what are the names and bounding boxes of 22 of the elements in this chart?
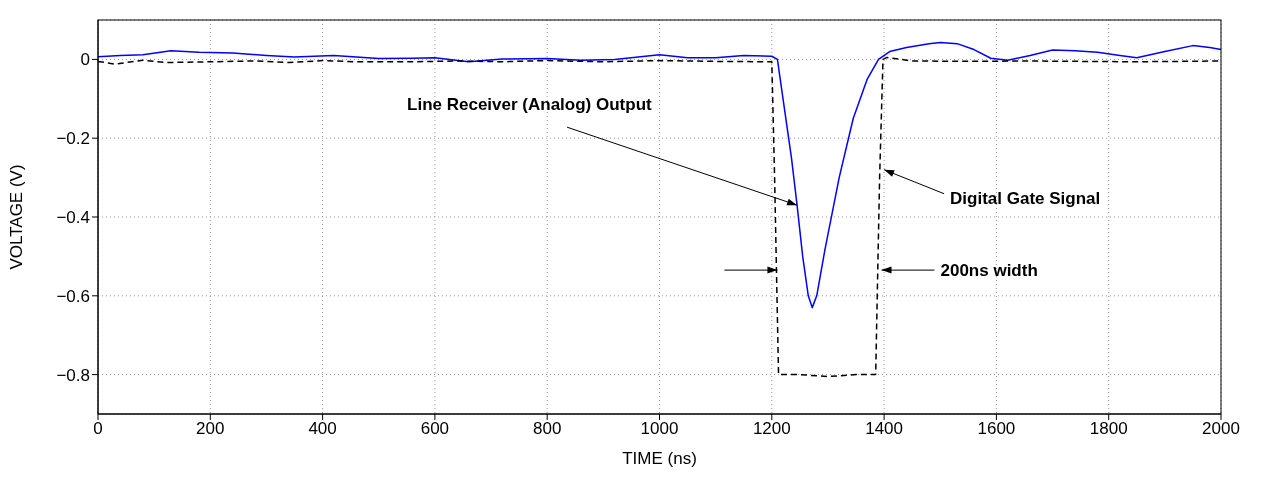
x-axis-title: TIME (ns): [622, 449, 697, 468]
y-tick-label: 0: [80, 50, 90, 70]
y-tick-label: −0.4: [56, 208, 90, 228]
x-tick-label: 1800: [1089, 419, 1128, 439]
annotation: 200ns width: [940, 261, 1038, 281]
y-tick-label: −0.8: [56, 365, 90, 385]
x-tick-label: 600: [420, 419, 450, 439]
line-series: [98, 41, 1221, 309]
x-tick-label: 2000: [1202, 419, 1240, 439]
y-axis-title: VOLTAGE (V): [7, 164, 27, 270]
x-tick-label: 1000: [640, 419, 679, 439]
annotation: Digital Gate Signal: [950, 188, 1101, 208]
x-tick-label: 200: [196, 419, 225, 439]
x-tick-label: 1600: [977, 419, 1016, 439]
x-tick-label: 400: [308, 419, 337, 439]
annotation: Line Receiver (Analog) Output: [407, 95, 653, 115]
x-tick-label: 1200: [752, 419, 791, 439]
x-tick-label: 0: [93, 419, 103, 439]
x-tick-label: 1400: [865, 419, 904, 439]
x-tick-label: 800: [533, 419, 562, 439]
y-tick-label: −0.2: [56, 129, 90, 149]
y-tick-label: −0.6: [56, 286, 90, 306]
